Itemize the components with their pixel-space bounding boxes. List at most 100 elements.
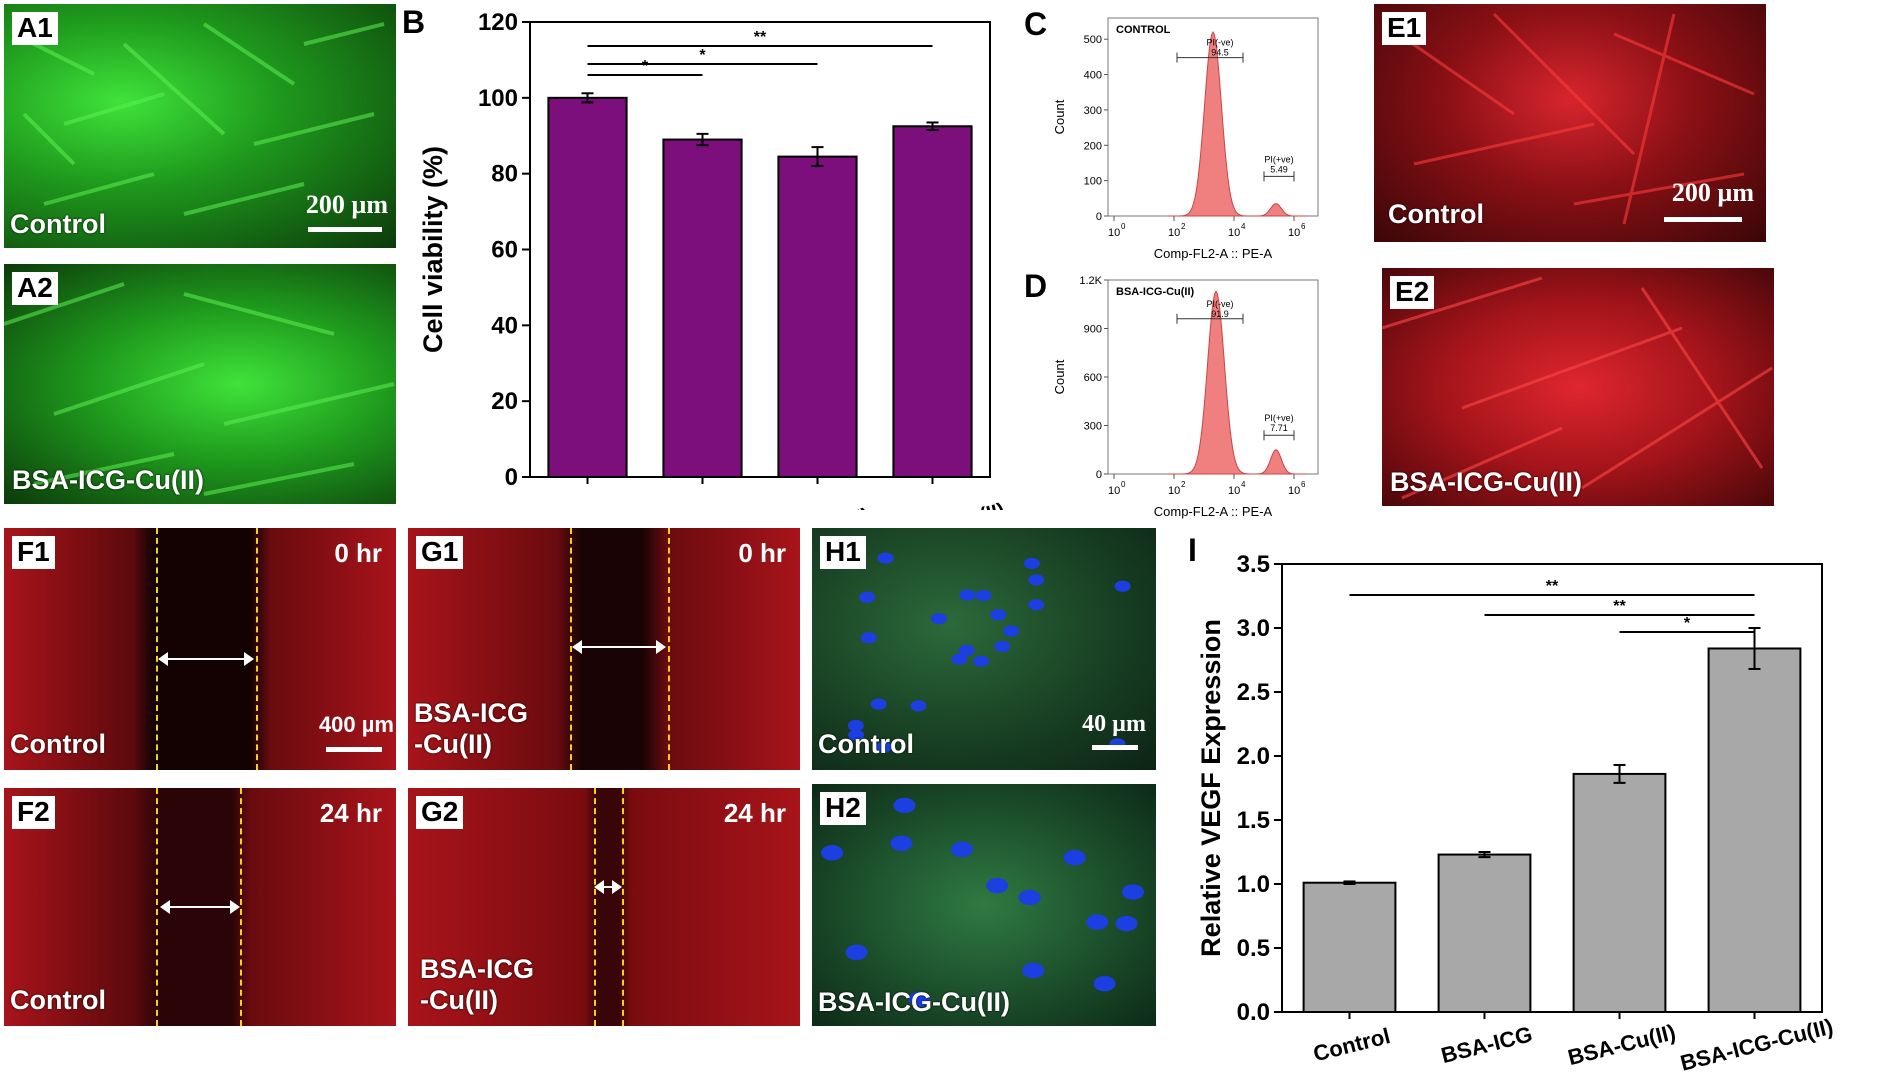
y-tick-label: 200 [1084,140,1102,152]
y-tick-label: 100 [478,85,518,112]
y-axis-label: Count [1052,359,1067,394]
bar [1437,853,1532,1013]
chart-i-vegf: 0.0 0.5 1.0 1.5 2.0 2.5 3.0 3.5 Control BSA-ICG BS… [1196,551,1836,1076]
time-label: 0 hr [334,538,382,568]
nucleus [950,841,973,858]
nucleus [990,609,1007,621]
cell-texture [4,282,395,496]
plot-frame [1281,563,1823,1013]
gap-arrow [160,900,240,914]
nucleus [1028,599,1045,611]
bar [777,155,858,479]
y-tick-label: 300 [1084,421,1102,433]
y-tick-label: 0.5 [1237,935,1270,962]
panel-tag: G2 [416,796,464,829]
x-tick-exponent: 6 [1301,222,1306,231]
panel-f1-image: F1 0 hr Control 400 µm [4,528,396,770]
y-tick-label: 500 [1084,34,1102,46]
panel-tag: F1 [12,536,55,569]
panel-letter-c: C [1024,6,1048,42]
nucleus [930,613,947,625]
wound-edge-right [256,528,258,770]
significance-label: * [1684,615,1691,632]
nucleus [877,552,894,564]
wound-edge-left [156,528,158,770]
panel-h2-image: H2 BSA-ICG-Cu(II) [812,784,1156,1026]
x-tick-label: 10 [1288,485,1300,497]
panel-g1-image: G1 0 hr BSA-ICG -Cu(II) [408,528,800,770]
nucleus [870,698,887,710]
panel-tag: E1 [1382,12,1427,45]
scale-bar [326,747,382,752]
gate-value: 7.71 [1270,423,1288,433]
x-category-label: Control [1311,1023,1393,1066]
y-tick-label: 1.5 [1237,807,1270,834]
panel-tag: F2 [12,796,55,829]
x-category-label: Control [553,508,627,510]
panel-caption: BSA-ICG-Cu(II) [12,464,204,495]
cell-texture [13,22,385,216]
x-tick-exponent: 6 [1301,480,1306,489]
nucleus [975,589,992,602]
bar [547,96,628,478]
panel-a1-image: A1 Control 200 µm [4,4,396,248]
wound-edge-left [570,528,572,770]
x-tick-exponent: 2 [1181,222,1186,231]
panel-tag: H1 [820,536,866,569]
time-label: 24 hr [723,798,786,828]
x-axis-label: Comp-FL2-A :: PE-A [1154,504,1273,519]
gate-value: 94.5 [1211,48,1229,58]
significance-label: ** [754,29,767,46]
chart-b-viability: 0 20 40 60 80 100 120 Control BSA-ICG BSA-Cu(II)B… [418,9,1007,510]
nucleus [847,719,864,732]
nucleus [859,591,876,603]
gate-label: PI(+ve) [1264,413,1293,423]
x-tick-exponent: 0 [1121,222,1126,231]
y-tick-label: 120 [478,9,518,36]
scale-label: 400 µm [318,712,394,737]
panel-e1-image: E1 Control 200 µm [1374,4,1766,242]
gap-arrow [594,880,622,894]
y-tick-label: 40 [491,312,518,339]
nucleus [973,655,990,667]
panel-h1-image: H1 Control 40 µm [812,528,1156,770]
y-tick-label: 20 [491,388,518,415]
x-tick-label: 10 [1288,227,1300,239]
y-tick-label: 60 [491,237,518,264]
nucleus [1086,914,1109,930]
y-tick-label: 0 [1096,211,1102,223]
x-category-label: BSA-Cu(II) [1565,1019,1678,1070]
nucleus [986,877,1009,894]
panel-a2-image: A2 BSA-ICG-Cu(II) [4,264,396,504]
panel-tag: E2 [1390,276,1435,309]
nucleus [1003,625,1020,637]
x-axis-label: Comp-FL2-A :: PE-A [1154,246,1273,261]
nucleus [1018,889,1041,906]
panel-tag: A1 [12,12,58,45]
chart-c-flow-control: 0100200300400500100102104106PI(-ve)94.5P… [1052,17,1319,261]
x-tick-label: 10 [1228,485,1240,497]
y-tick-label: 100 [1084,176,1102,188]
flow-title: BSA-ICG-Cu(II) [1116,286,1195,298]
panel-tag: H2 [820,792,866,825]
time-label: 24 hr [319,798,382,828]
x-category-label: BSA-ICG [1439,1021,1535,1068]
significance-label: * [699,47,706,64]
panel-f2-image: F2 24 hr Control [4,788,396,1026]
nuclei-layer [821,797,1144,1007]
nucleus [1023,557,1040,570]
bar [662,138,743,479]
panel-caption: Control [1388,198,1484,229]
histogram-area [1168,290,1306,475]
histogram-area [1168,31,1306,217]
gate-label: PI(+ve) [1264,154,1293,164]
nucleus [1115,915,1138,932]
bar [892,125,973,478]
nuclei-layer [847,552,1131,753]
nucleus [994,640,1011,653]
panel-g2-image: G2 24 hr BSA-ICG -Cu(II) [408,788,800,1026]
x-category-label: BSA-ICG [661,506,748,510]
y-tick-label: 80 [491,161,518,188]
wound-edge-right [622,788,624,1026]
gap-arrow [572,640,666,654]
